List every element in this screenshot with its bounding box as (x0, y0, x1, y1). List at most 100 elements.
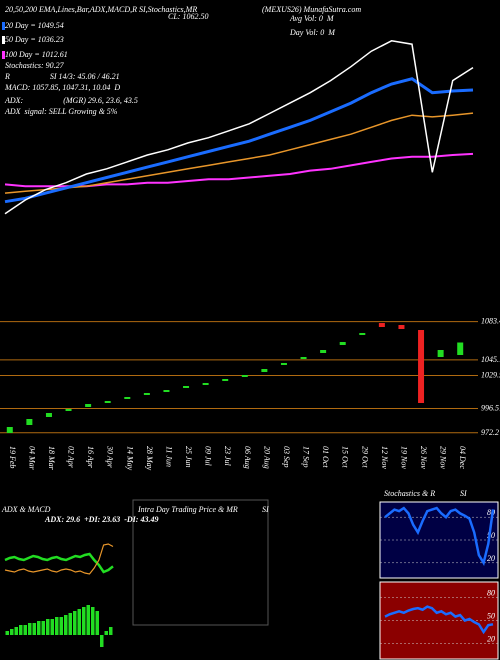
macd-bar (28, 623, 32, 635)
candle-body (85, 404, 92, 407)
candle-body (26, 419, 33, 425)
legend-swatch (2, 22, 5, 30)
x-tick-label: 01 Oct (321, 446, 330, 468)
level-label: 972.2 (481, 428, 499, 437)
panel-subtitle: ADX: 29.6 +DI: 23.63 -DI: 43.49 (44, 515, 158, 524)
candle-body (339, 342, 346, 345)
candle-body (45, 413, 52, 417)
y-tick-label: 20 (487, 554, 495, 563)
annotation: Stochastics: 90.27 (5, 61, 65, 70)
annotation: MACD: 1057.85, 1047.31, 10.04 D (4, 83, 120, 92)
x-tick-label: 30 Apr (106, 445, 115, 469)
series-line (4, 40, 474, 215)
macd-bar (23, 625, 27, 635)
panel-subtitle: SI (460, 489, 467, 498)
candle-body (437, 350, 444, 357)
macd-bar (46, 619, 50, 635)
x-tick-label: 25 Jun (184, 446, 193, 468)
x-tick-label: 23 Jul (223, 446, 232, 467)
x-tick-label: 04 Dec (458, 446, 467, 469)
candle-body (457, 342, 464, 355)
panel-title: ADX & MACD (1, 505, 51, 514)
x-tick-label: 19 Nov (399, 446, 408, 469)
macd-bar (86, 605, 90, 635)
legend-swatch (2, 36, 5, 44)
annotation: Day Vol: 0 M (289, 28, 336, 37)
macd-bar (77, 609, 81, 635)
panel-background (379, 501, 499, 579)
level-label: 1029.51 (481, 370, 500, 379)
macd-bar (95, 611, 99, 635)
candle-body (143, 393, 150, 395)
candle-body (320, 350, 327, 353)
y-tick-label: 80 (487, 508, 495, 517)
x-tick-label: 09 Jul (204, 446, 213, 467)
series-line (4, 552, 114, 574)
macd-bar (55, 617, 59, 635)
macd-bar (68, 613, 72, 635)
candle-body (183, 386, 190, 388)
legend-swatch (2, 51, 5, 59)
x-tick-label: 29 Nov (439, 446, 448, 469)
y-tick-label: 20 (487, 635, 495, 644)
annotation: Avg Vol: 0 M (289, 14, 335, 23)
candle-body (261, 369, 268, 372)
x-tick-label: 04 Mar (27, 446, 36, 471)
annotation: 20 Day = 1049.54 (5, 21, 64, 30)
macd-bar (91, 607, 95, 635)
macd-bar (32, 623, 36, 635)
macd-bar (50, 619, 54, 635)
macd-bar (41, 621, 45, 635)
macd-bar (109, 627, 113, 635)
macd-bar (37, 621, 41, 635)
candle-body (300, 357, 307, 359)
x-tick-label: 16 Apr (86, 446, 95, 469)
x-tick-label: 03 Sep (282, 446, 291, 468)
candle-body (6, 427, 13, 433)
annotation: 50 Day = 1036.23 (5, 35, 64, 44)
x-tick-label: 12 Nov (380, 446, 389, 469)
annotation: 20,50,200 EMA,Lines,Bar,ADX,MACD,R SI,St… (5, 5, 197, 14)
y-tick-label: 80 (487, 588, 495, 597)
macd-bar (104, 631, 108, 635)
panel-subtitle: SI (262, 505, 269, 514)
level-label: 996.51 (481, 403, 500, 412)
candle-body (280, 363, 287, 365)
macd-bar (5, 631, 9, 635)
series-line (4, 77, 474, 204)
panel-title: Intra Day Trading Price & MR (137, 505, 238, 514)
candle-body (124, 397, 131, 399)
macd-bar (100, 635, 104, 647)
annotation: R SI 14/3: 45.06 / 46.21 (4, 72, 120, 81)
annotation: CL: 1062.50 (168, 12, 208, 21)
annotation: ADX: (MGR) 29.6, 23.6, 43.5 (4, 96, 138, 105)
x-tick-label: 11 Jun (164, 446, 173, 467)
annotation: ADX signal: SELL Growing & 5% (4, 107, 118, 116)
x-tick-label: 02 Apr (67, 446, 76, 469)
level-label: 1083.4 (481, 317, 500, 326)
annotation: 100 Day = 1012.61 (5, 50, 68, 59)
series-line (384, 605, 494, 635)
macd-bar (59, 617, 63, 635)
macd-bar (19, 625, 23, 635)
series-line (384, 506, 495, 566)
macd-bar (64, 615, 68, 635)
x-tick-label: 29 Oct (360, 446, 369, 468)
x-tick-label: 06 Aug (243, 446, 252, 469)
macd-bar (82, 607, 86, 635)
x-tick-label: 28 May (145, 446, 154, 471)
candle-body (65, 409, 72, 411)
candle-body (104, 401, 111, 403)
level-label: 1045.12 (481, 355, 500, 364)
candle-body (222, 379, 229, 381)
x-tick-label: 14 May (125, 446, 134, 471)
x-tick-label: 15 Oct (341, 446, 350, 468)
candle-body (241, 375, 248, 377)
y-tick-label: 50 (487, 612, 495, 621)
candle-body (359, 333, 366, 335)
x-tick-label: 19 Feb (8, 446, 17, 468)
panel-background (379, 581, 499, 660)
x-tick-label: 18 Mar (47, 446, 56, 471)
annotation: (MEXUS26) MunafaSutra.com (262, 5, 361, 14)
